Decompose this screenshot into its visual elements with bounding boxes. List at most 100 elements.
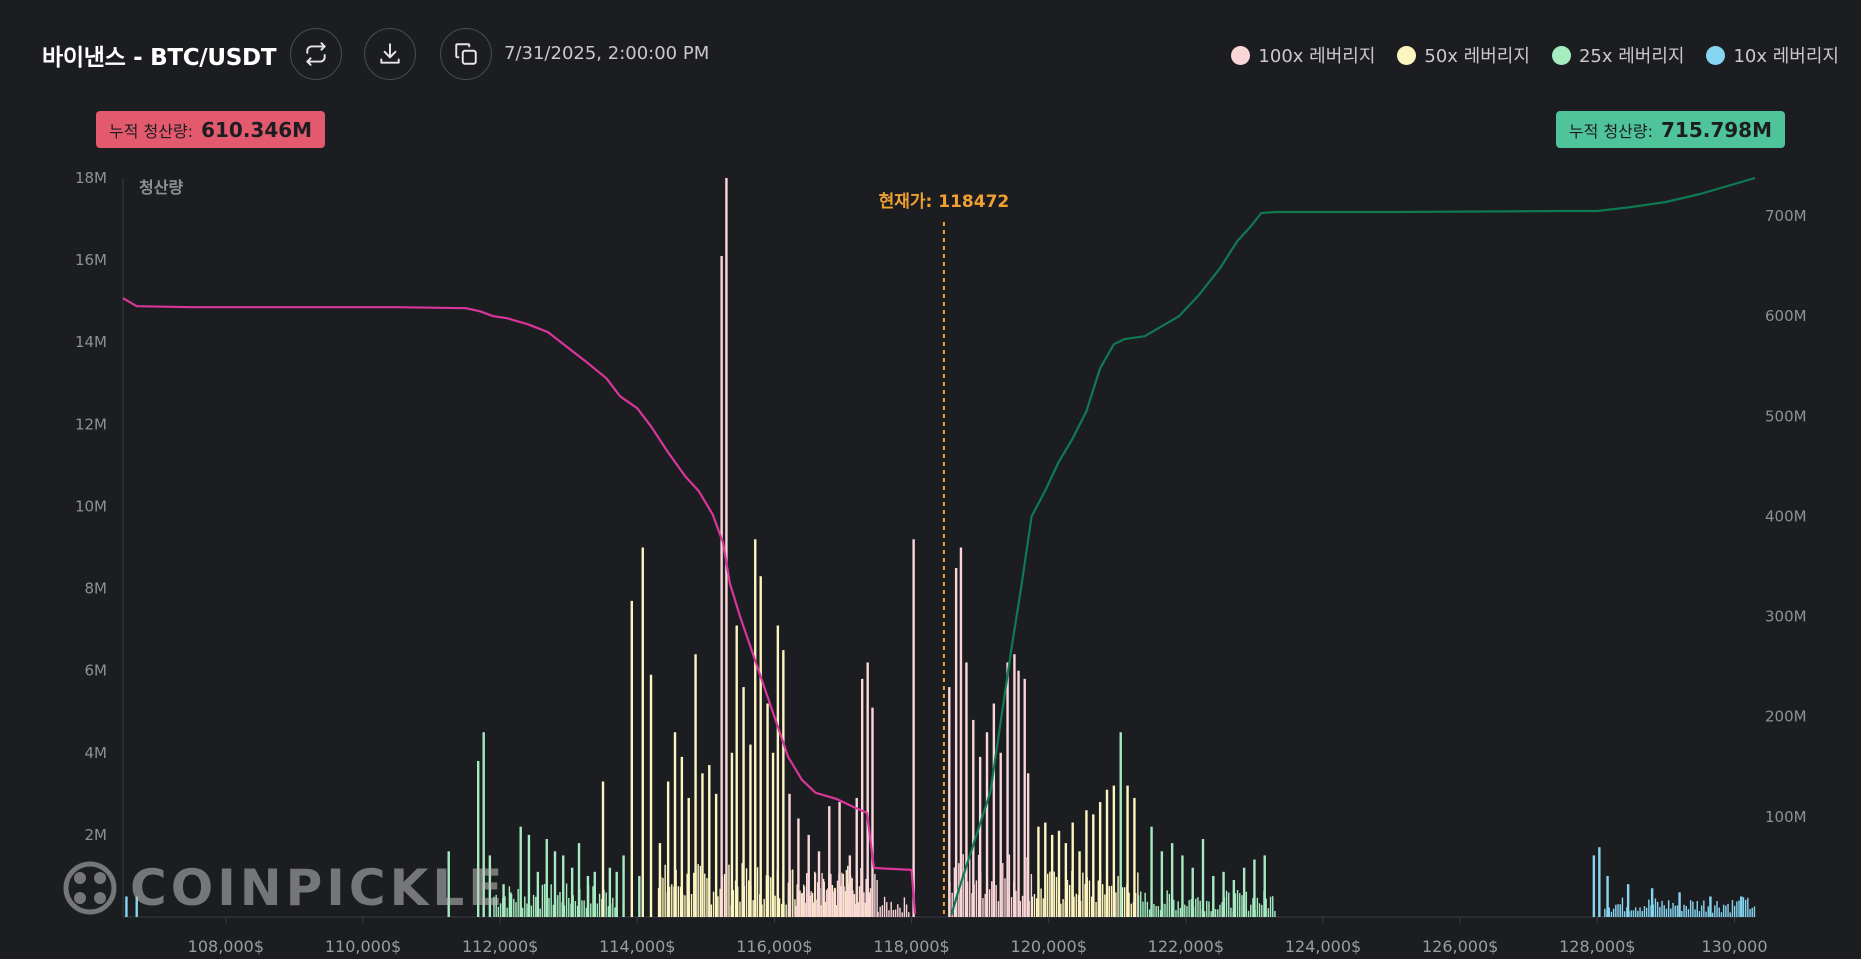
legend-item-100x[interactable]: 100x 레버리지: [1231, 42, 1375, 68]
liquidation-bar: [601, 899, 603, 917]
liquidation-bar: [832, 891, 834, 917]
liquidation-bar: [877, 911, 879, 917]
liquidation-bar: [543, 883, 546, 917]
liquidation-bar: [527, 834, 531, 917]
liquidation-bar: [899, 907, 901, 917]
liquidation-bar: [1078, 851, 1081, 917]
liquidation-bar: [1221, 902, 1223, 917]
liquidation-bar: [822, 878, 825, 917]
watermark-logo: COINPICKLE: [63, 859, 502, 917]
liquidation-bar: [801, 892, 803, 917]
liquidation-bar: [1696, 901, 1698, 917]
long-cumulative-value: 715.798M: [1661, 117, 1772, 142]
liquidation-bar: [1210, 911, 1212, 917]
liquidation-bar: [988, 889, 991, 917]
liquidation-bar: [1258, 903, 1261, 917]
liquidation-bar: [1035, 898, 1038, 917]
liquidation-bar: [1738, 900, 1740, 917]
liquidation-bar: [1026, 773, 1030, 917]
liquidation-bar: [1206, 900, 1208, 917]
x-tick-label: 128,000$: [1559, 937, 1635, 956]
liquidation-bar: [1232, 880, 1236, 917]
liquidation-bar: [1166, 890, 1168, 917]
liquidation-bar: [1217, 909, 1219, 917]
x-tick-label: 110,000$: [325, 937, 401, 956]
watermark-icon-dot: [74, 872, 86, 884]
liquidation-bar: [581, 900, 583, 917]
liquidation-bar: [1057, 830, 1061, 917]
swap-icon: [306, 42, 326, 66]
liquidation-bar: [803, 884, 805, 917]
liquidation-bar: [728, 864, 730, 917]
liquidation-bar: [1008, 854, 1011, 917]
liquidation-bar: [1692, 901, 1694, 917]
liquidation-bar: [834, 888, 836, 917]
swap-button[interactable]: [290, 28, 342, 80]
liquidation-bar: [568, 897, 570, 917]
liquidation-bar: [1002, 863, 1004, 917]
liquidation-bar: [969, 858, 971, 917]
download-button[interactable]: [364, 28, 416, 80]
liquidation-bar: [792, 869, 794, 917]
liquidation-bar: [686, 873, 688, 917]
legend-item-10x[interactable]: 10x 레버리지: [1706, 42, 1839, 68]
liquidation-bar: [1066, 879, 1069, 917]
liquidation-bar: [807, 834, 810, 917]
liquidation-bar: [1252, 898, 1254, 917]
liquidation-bar: [1115, 892, 1117, 917]
liquidation-bar: [982, 898, 984, 917]
liquidation-bar: [854, 904, 856, 917]
watermark-icon: [63, 861, 117, 915]
liquidation-bar: [668, 886, 671, 917]
liquidation-bar: [1250, 904, 1252, 917]
liquidation-bar: [852, 890, 854, 917]
copy-button[interactable]: [440, 28, 492, 80]
liquidation-bar: [1075, 893, 1077, 917]
liquidation-bar: [840, 886, 842, 917]
liquidation-bar: [863, 892, 865, 917]
liquidation-bar: [959, 547, 963, 917]
liquidation-bar: [806, 873, 808, 917]
liquidation-bar: [1090, 896, 1093, 917]
liquidation-bar: [796, 884, 798, 917]
legend-dot-50x: [1397, 45, 1417, 65]
liquidation-bar: [1727, 903, 1729, 917]
liquidation-bar: [1119, 732, 1122, 917]
liquidation-bar: [912, 539, 915, 917]
liquidation-bar: [1261, 904, 1263, 917]
y-axis-title: 청산량: [139, 178, 183, 197]
liquidation-bar: [1175, 910, 1177, 917]
liquidation-bar: [607, 906, 610, 917]
liquidation-bar: [1623, 911, 1626, 917]
legend-item-50x[interactable]: 50x 레버리지: [1397, 42, 1530, 68]
liquidation-bar: [1064, 843, 1068, 917]
liquidation-bar: [1643, 906, 1646, 917]
y-tick-label: 4M: [85, 744, 108, 762]
liquidation-bar: [1230, 907, 1232, 917]
liquidation-bar: [677, 886, 680, 917]
legend-item-25x[interactable]: 25x 레버리지: [1551, 42, 1684, 68]
liquidation-bar: [1112, 785, 1116, 917]
liquidation-bar: [765, 875, 768, 917]
y-tick-label: 16M: [75, 251, 107, 269]
liquidation-bar: [506, 907, 508, 917]
liquidation-bar: [1190, 899, 1193, 917]
y2-tick-label: 200M: [1765, 708, 1807, 726]
liquidation-bar: [612, 897, 614, 917]
liquidation-bar: [1195, 898, 1197, 917]
liquidation-bar: [509, 892, 512, 917]
liquidation-bar: [1272, 896, 1274, 917]
x-tick-label: 116,000$: [736, 937, 812, 956]
current-price-label: 현재가: 118472: [879, 192, 1010, 212]
liquidation-bar: [995, 884, 997, 917]
liquidation-bar: [714, 793, 718, 917]
liquidation-bar: [524, 896, 526, 917]
liquidation-bar: [836, 880, 839, 917]
liquidation-bar: [1137, 872, 1139, 917]
liquidation-bar: [828, 806, 831, 917]
liquidation-bar: [992, 703, 996, 917]
liquidation-bar: [754, 539, 757, 917]
liquidation-bar: [576, 905, 579, 917]
liquidation-bar: [1049, 871, 1051, 917]
liquidation-bar: [848, 855, 852, 917]
